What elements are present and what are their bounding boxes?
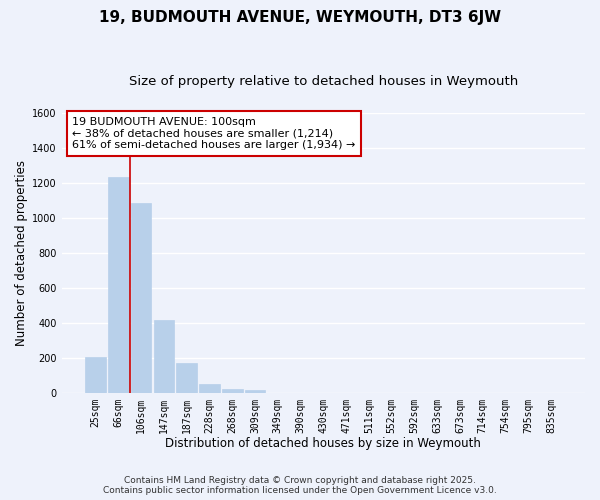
Bar xyxy=(199,384,220,392)
Text: 19 BUDMOUTH AVENUE: 100sqm
← 38% of detached houses are smaller (1,214)
61% of s: 19 BUDMOUTH AVENUE: 100sqm ← 38% of deta… xyxy=(72,117,355,150)
Text: 19, BUDMOUTH AVENUE, WEYMOUTH, DT3 6JW: 19, BUDMOUTH AVENUE, WEYMOUTH, DT3 6JW xyxy=(99,10,501,25)
Text: Contains HM Land Registry data © Crown copyright and database right 2025.
Contai: Contains HM Land Registry data © Crown c… xyxy=(103,476,497,495)
X-axis label: Distribution of detached houses by size in Weymouth: Distribution of detached houses by size … xyxy=(166,437,481,450)
Title: Size of property relative to detached houses in Weymouth: Size of property relative to detached ho… xyxy=(129,75,518,88)
Y-axis label: Number of detached properties: Number of detached properties xyxy=(15,160,28,346)
Bar xyxy=(222,389,242,392)
Bar xyxy=(108,176,128,392)
Bar xyxy=(154,320,174,392)
Bar xyxy=(85,357,106,392)
Bar xyxy=(131,203,151,392)
Bar xyxy=(176,363,197,392)
Bar xyxy=(245,390,265,392)
